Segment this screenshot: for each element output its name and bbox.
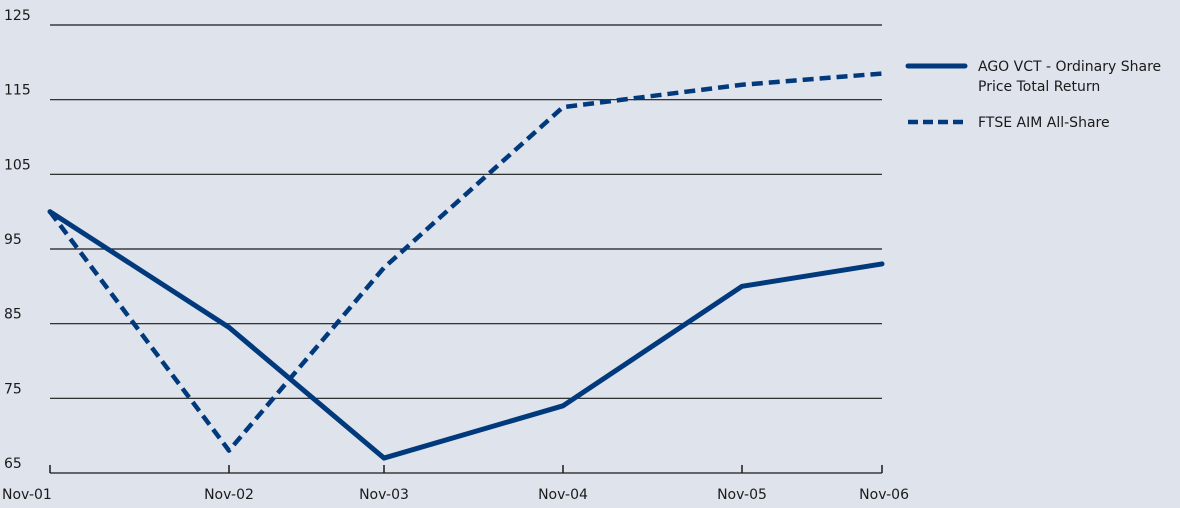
x-axis-tick-labels: Nov-01 Nov-02 Nov-03 Nov-04 Nov-05 Nov-06 xyxy=(2,487,909,503)
y-tick-label: 95 xyxy=(4,232,22,248)
x-tick-label: Nov-04 xyxy=(538,487,588,503)
grid-lines xyxy=(50,24,882,399)
legend-label: Price Total Return xyxy=(978,79,1100,95)
y-tick-label: 125 xyxy=(4,8,31,24)
x-tick-label: Nov-05 xyxy=(717,487,767,503)
y-tick-label: 75 xyxy=(4,381,22,397)
x-tick-label: Nov-02 xyxy=(204,487,254,503)
series-lines xyxy=(47,71,885,461)
series-line-0 xyxy=(47,209,885,461)
x-tick-label: Nov-03 xyxy=(359,487,409,503)
y-tick-label: 115 xyxy=(4,83,31,99)
legend: AGO VCT - Ordinary Share Price Total Retu… xyxy=(905,59,1161,131)
y-tick-label: 65 xyxy=(4,456,22,472)
y-tick-label: 85 xyxy=(4,307,22,323)
y-tick-label: 105 xyxy=(4,157,31,173)
x-tick-label: Nov-06 xyxy=(859,487,909,503)
y-axis-tick-labels: 65 75 85 95 105 115 125 xyxy=(4,8,31,472)
x-axis xyxy=(49,465,883,474)
x-tick-label: Nov-01 xyxy=(2,487,52,503)
legend-label: AGO VCT - Ordinary Share xyxy=(978,59,1161,75)
series-line-1 xyxy=(48,71,883,453)
legend-label: FTSE AIM All-Share xyxy=(978,115,1110,131)
